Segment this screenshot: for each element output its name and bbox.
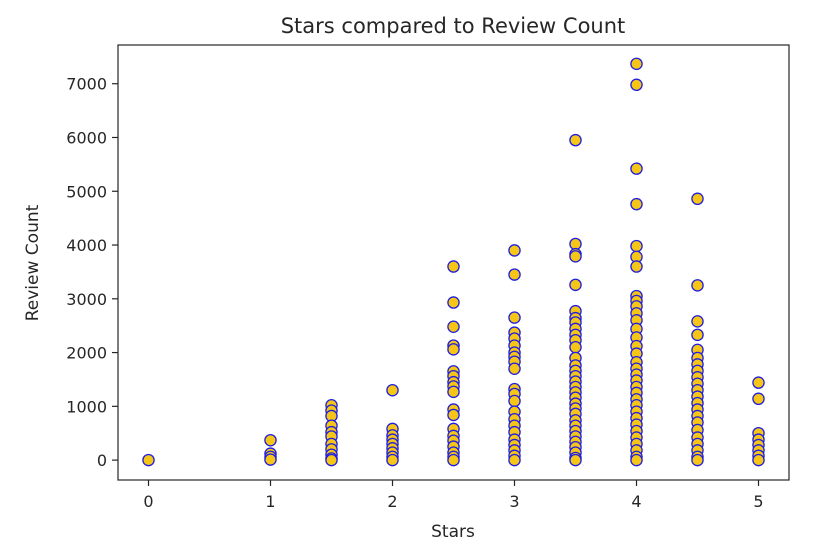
data-point <box>447 453 460 467</box>
data-point <box>752 376 765 389</box>
plot-frame <box>117 44 790 481</box>
data-point <box>508 394 521 408</box>
y-tick-label: 2000 <box>66 344 107 363</box>
data-point <box>630 57 643 71</box>
data-point <box>691 453 704 467</box>
data-point <box>447 320 460 334</box>
y-tick-label: 3000 <box>66 290 107 309</box>
data-point <box>752 453 765 467</box>
data-point <box>630 260 643 273</box>
data-point <box>752 392 765 406</box>
data-point <box>447 260 460 273</box>
data-point <box>142 453 155 467</box>
x-tick-label: 1 <box>265 492 275 511</box>
data-point <box>630 78 643 92</box>
data-point <box>569 453 582 467</box>
data-point <box>264 433 277 447</box>
x-tick-label: 0 <box>143 492 153 511</box>
data-point <box>569 237 582 251</box>
data-point <box>325 453 338 467</box>
x-tick-label: 5 <box>753 492 763 511</box>
y-axis-label: Review Count <box>23 204 43 321</box>
data-point <box>691 328 704 342</box>
y-tick-label: 4000 <box>66 236 107 255</box>
chart-title: Stars compared to Review Count <box>281 14 626 38</box>
data-point <box>508 244 521 257</box>
data-point <box>508 311 521 324</box>
data-point <box>691 192 704 206</box>
x-axis-label: Stars <box>431 522 475 542</box>
x-tick-label: 3 <box>509 492 519 511</box>
data-point <box>386 383 399 397</box>
x-axis: 0 1 2 3 4 5 <box>143 480 764 511</box>
data-point <box>569 278 582 292</box>
data-point <box>569 250 582 263</box>
data-point <box>569 340 582 354</box>
y-tick-label: 1000 <box>66 397 107 416</box>
y-tick-label: 0 <box>97 451 107 470</box>
data-point <box>264 453 277 466</box>
y-tick-label: 6000 <box>66 128 107 147</box>
x-tick-label: 2 <box>387 492 397 511</box>
data-point <box>447 296 460 309</box>
data-points <box>142 57 765 467</box>
data-point <box>447 343 460 356</box>
data-point <box>691 315 704 328</box>
y-tick-label: 7000 <box>66 75 107 94</box>
y-axis: 0 1000 2000 3000 4000 5000 6000 7000 <box>66 75 118 470</box>
data-point <box>630 162 643 175</box>
data-point <box>630 239 643 253</box>
data-point <box>508 453 521 467</box>
data-point <box>630 453 643 467</box>
data-point <box>691 279 704 292</box>
data-point <box>508 362 521 375</box>
data-point <box>386 453 399 467</box>
x-tick-label: 4 <box>631 492 641 511</box>
data-point <box>508 268 521 281</box>
data-point <box>447 408 460 422</box>
data-point <box>630 197 643 211</box>
y-tick-label: 5000 <box>66 182 107 201</box>
data-point <box>569 133 582 147</box>
data-point <box>447 385 460 399</box>
